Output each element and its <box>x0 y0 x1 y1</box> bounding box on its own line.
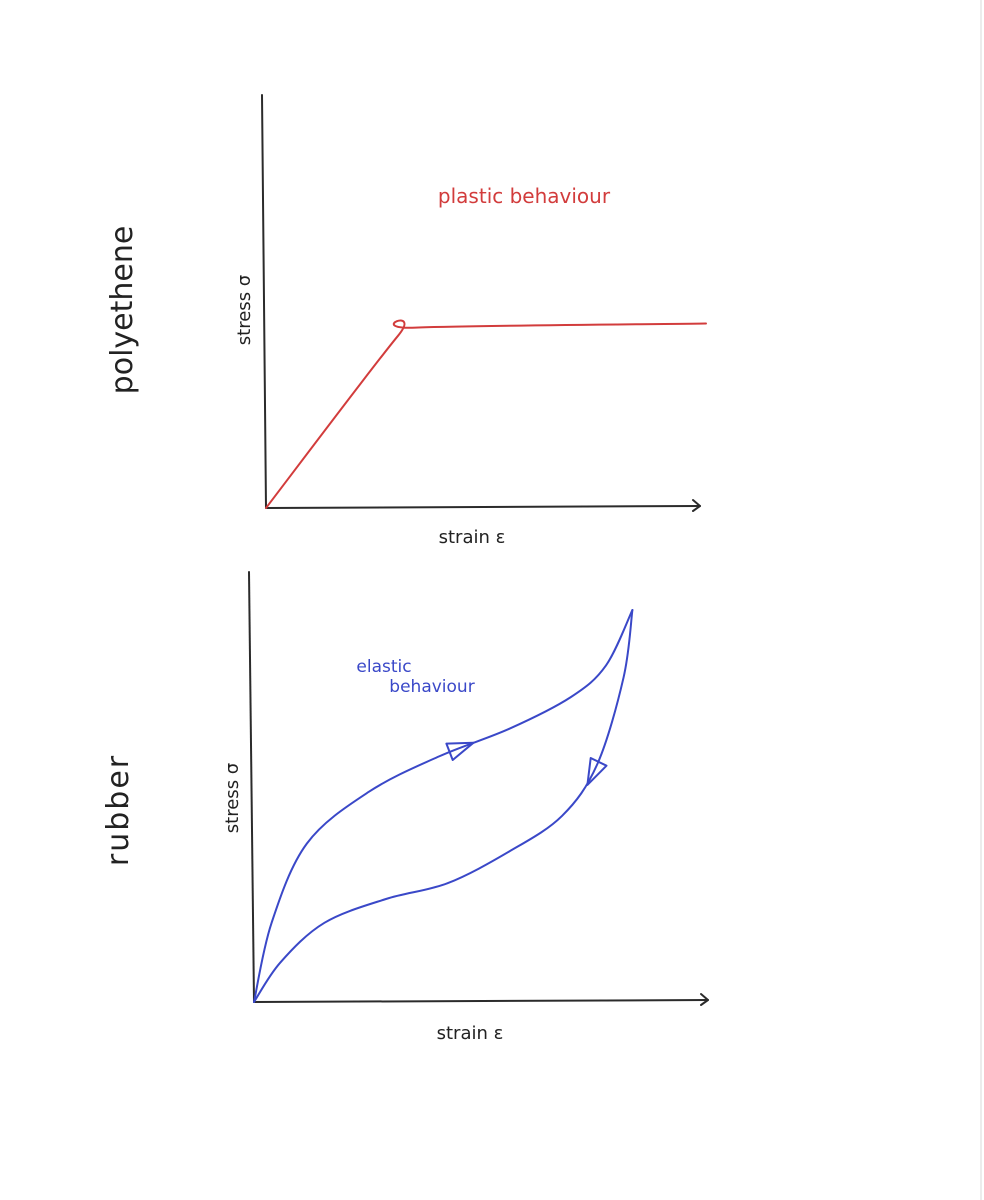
polyethene-y-axis-label: stress σ <box>234 275 255 345</box>
rubber-unloading-curve <box>253 609 634 1003</box>
rubber-loading-arrow <box>445 741 475 761</box>
polyethene-annotation: plastic behaviour <box>438 184 611 208</box>
rubber-x-axis-arrow <box>700 993 709 1006</box>
rubber-annotation-line-2: behaviour <box>389 677 474 697</box>
polyethene-y-axis <box>261 94 267 509</box>
rubber-x-axis <box>253 999 709 1003</box>
polyethene-x-axis-arrow <box>692 499 701 512</box>
polyethene-curve <box>265 319 707 509</box>
rubber-x-axis-label: strain ε <box>437 1023 504 1044</box>
rubber-material-label: rubber <box>101 754 136 866</box>
polyethene-x-axis <box>265 505 701 509</box>
rubber-annotation-line-1: elastic <box>356 657 411 677</box>
rubber-chart: rubber stress σ strain ε elastic behavio… <box>101 571 709 1044</box>
page-edge-rule <box>980 0 982 1200</box>
polyethene-material-label: polyethene <box>105 226 140 395</box>
rubber-loading-curve <box>253 609 634 1003</box>
rubber-y-axis-label: stress σ <box>222 763 243 833</box>
rubber-y-axis <box>248 571 255 1003</box>
rubber-unloading-arrow <box>586 757 608 786</box>
polyethene-chart: polyethene stress σ strain ε plastic beh… <box>105 94 707 548</box>
polyethene-x-axis-label: strain ε <box>439 527 506 548</box>
